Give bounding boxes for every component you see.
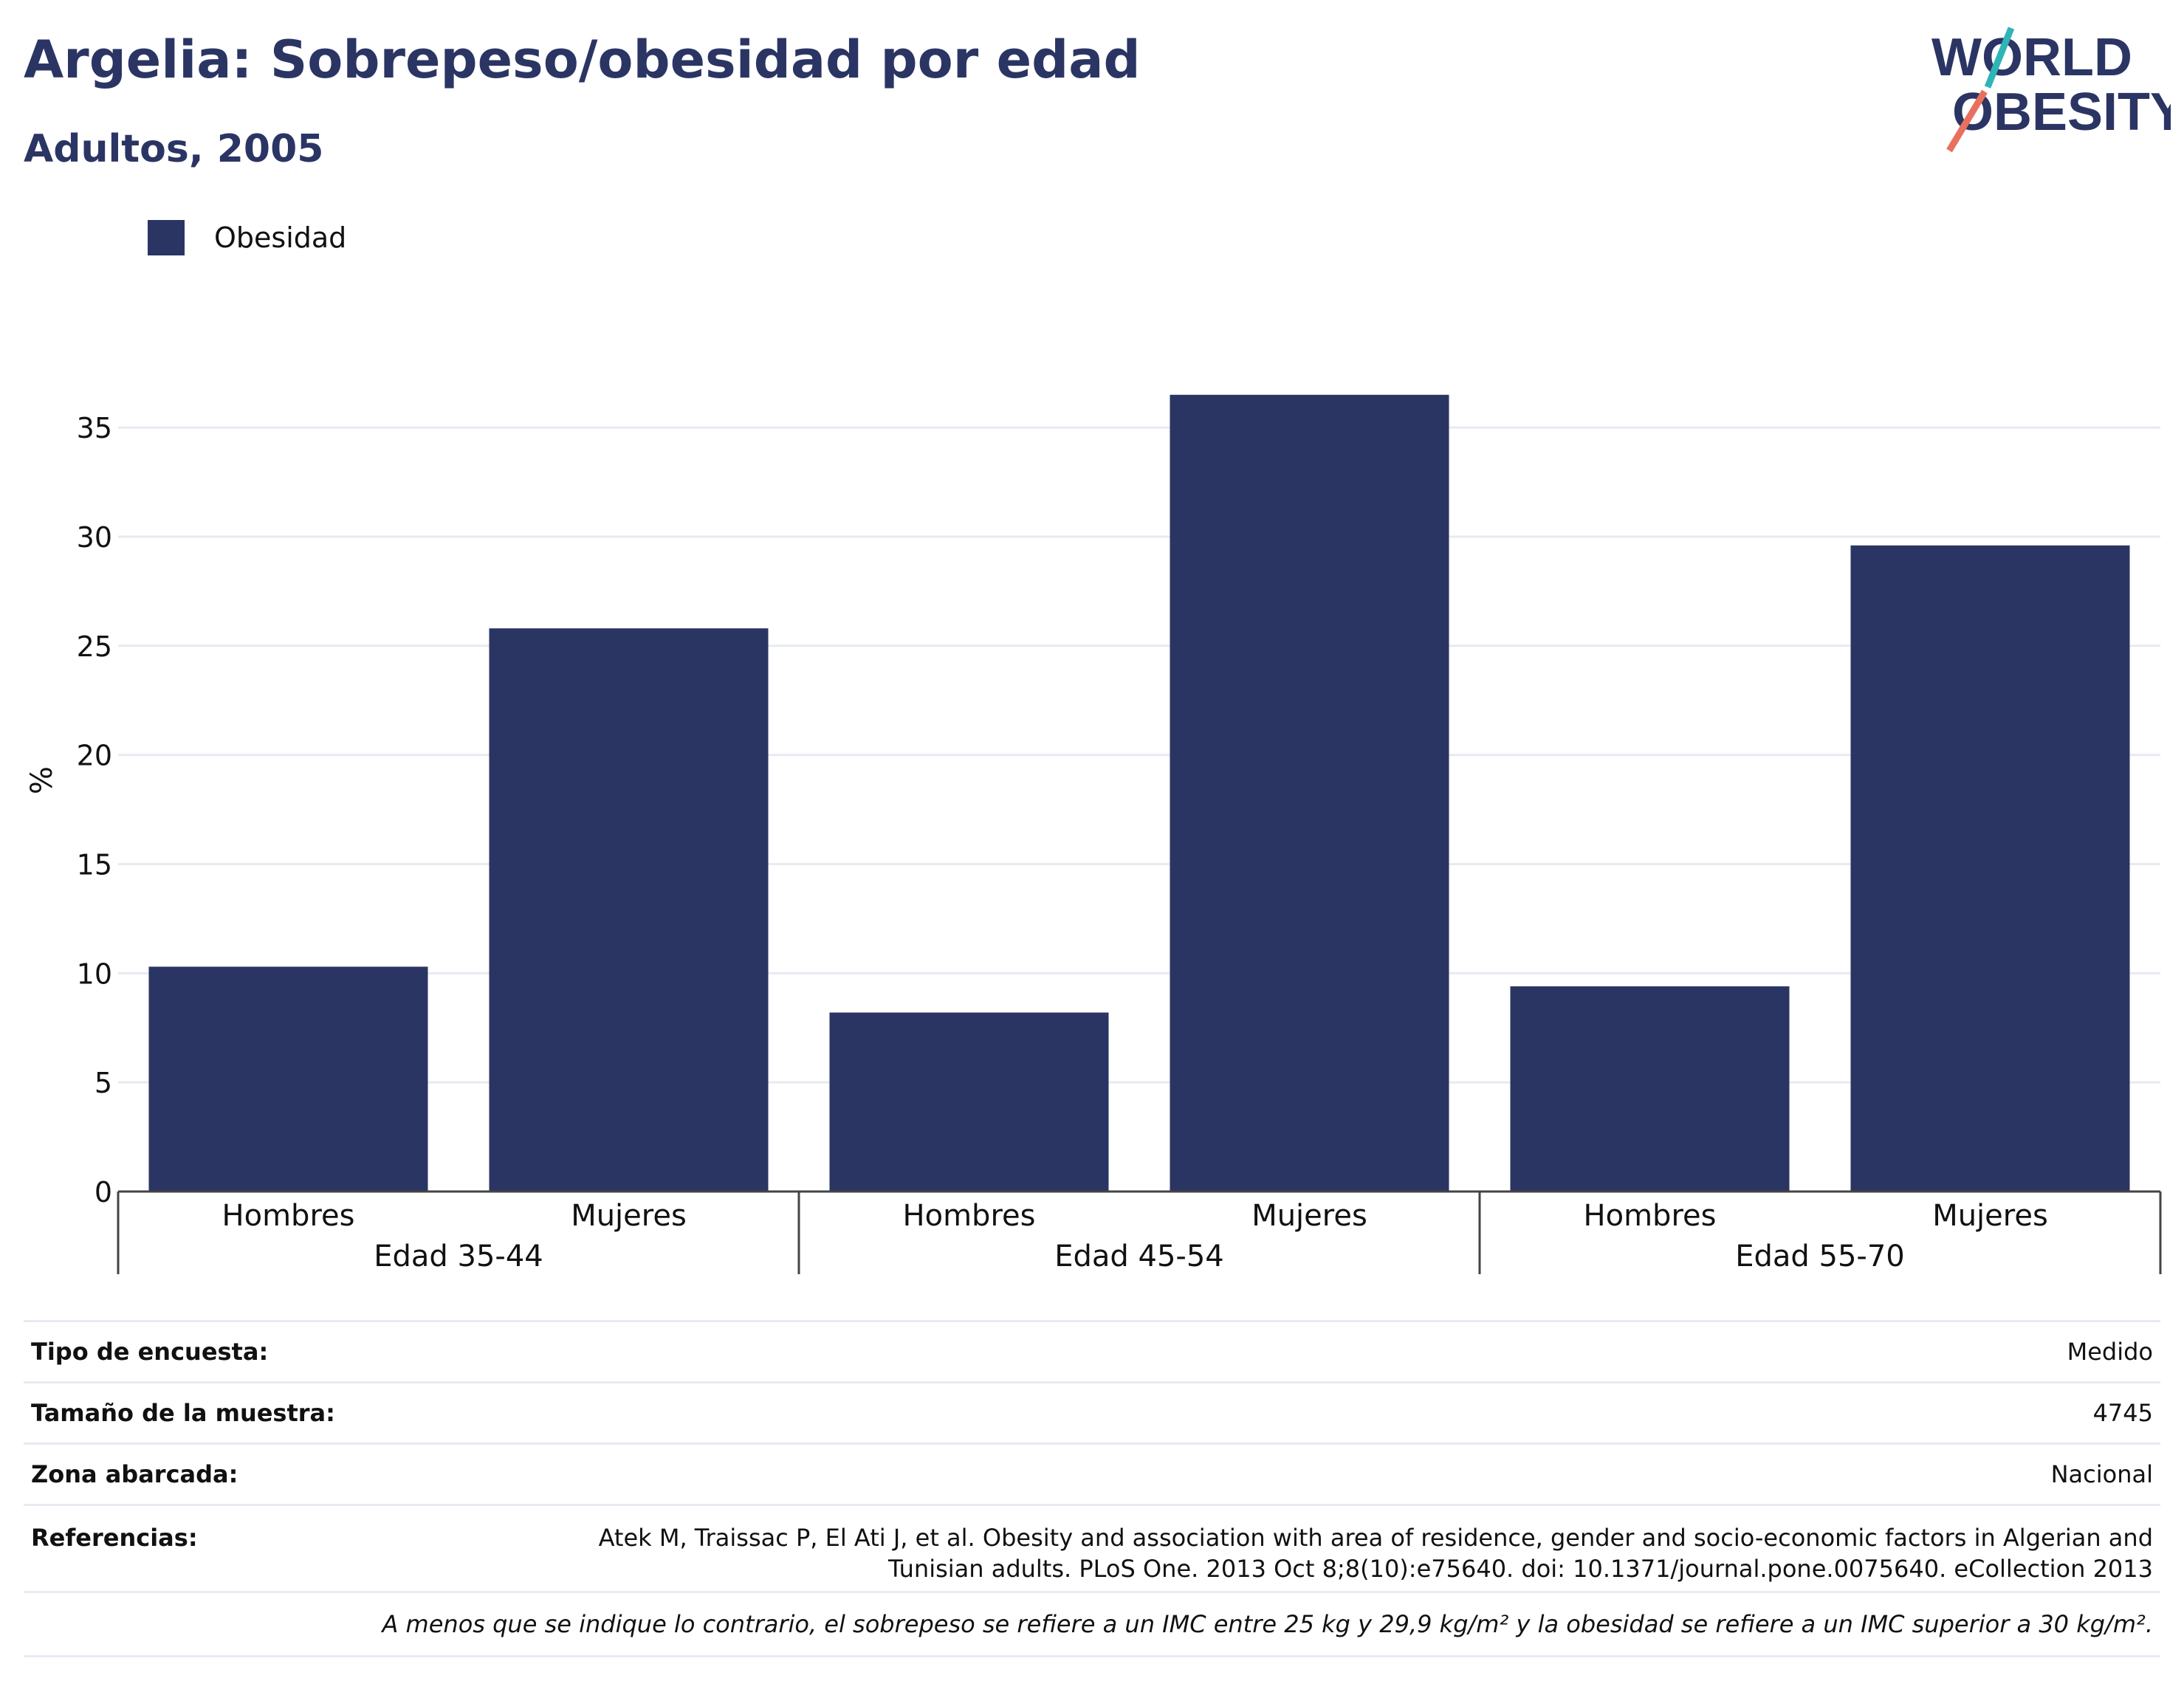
logo-line1: WORLD (1931, 28, 2132, 87)
bars (148, 394, 2130, 1192)
bar-3 (1170, 394, 1449, 1192)
info-row-references: Referencias: Atek M, Traissac P, El Ati … (24, 1504, 2160, 1591)
world-obesity-logo: WORLD OBESITY (1931, 27, 2171, 153)
chart-subtitle: Adultos, 2005 (24, 127, 324, 171)
y-tick-label-5: 5 (95, 1067, 112, 1099)
survey-type-value: Medido (2067, 1338, 2153, 1366)
grid-lines (118, 426, 2160, 1084)
logo-line2: OBESITY (1952, 83, 2171, 142)
chart-title: Argelia: Sobrepeso/obesidad por edad (24, 30, 1141, 90)
legend-swatch-obesidad (148, 220, 185, 255)
sample-size-label: Tamaño de la muestra: (31, 1399, 335, 1427)
x-tick-label-5: Mujeres (1932, 1199, 2048, 1233)
x-tick-label-0: Hombres (222, 1199, 355, 1233)
group-label-1: Edad 45-54 (1054, 1240, 1224, 1273)
definition-note-text: A menos que se indique lo contrario, el … (382, 1610, 2153, 1638)
info-row-survey-type: Tipo de encuesta: Medido (24, 1320, 2160, 1381)
logo-slash-coral (1946, 89, 1988, 153)
x-tick-label-4: Hombres (1584, 1199, 1717, 1233)
y-tick-label-30: 30 (77, 521, 112, 554)
bar-chart: 0 5 10 15 20 25 30 35 Hombres Mujeres Hombres Mujer… (25, 394, 2162, 1274)
x-tick-label-2: Hombres (903, 1199, 1036, 1233)
coverage-value: Nacional (2050, 1460, 2153, 1488)
y-tick-label-15: 15 (77, 848, 112, 881)
sample-size-value: 4745 (2092, 1399, 2153, 1427)
y-axis-label: % (25, 766, 59, 794)
group-label-0: Edad 35-44 (374, 1240, 543, 1273)
bar-2 (829, 1012, 1109, 1192)
axes: 0 5 10 15 20 25 30 35 Hombres Mujeres Hombres Mujer… (77, 412, 2162, 1274)
info-table: Tipo de encuesta: Medido Tamaño de la mu… (24, 1320, 2160, 1657)
x-tick-label-3: Mujeres (1251, 1199, 1367, 1233)
info-row-sample-size: Tamaño de la muestra: 4745 (24, 1381, 2160, 1443)
info-row-coverage: Zona abarcada: Nacional (24, 1443, 2160, 1504)
bar-1 (489, 628, 769, 1192)
group-label-2: Edad 55-70 (1735, 1240, 1905, 1273)
x-tick-label-1: Mujeres (571, 1199, 687, 1233)
bar-5 (1850, 545, 2130, 1192)
survey-type-label: Tipo de encuesta: (31, 1338, 269, 1366)
legend: Obesidad (148, 220, 346, 255)
bar-0 (148, 966, 428, 1192)
y-tick-label-25: 25 (77, 630, 112, 663)
references-value: Atek M, Traissac P, El Ati J, et al. Obe… (598, 1524, 2153, 1583)
y-tick-label-10: 10 (77, 957, 112, 990)
references-label: Referencias: (31, 1524, 198, 1552)
bar-4 (1510, 986, 1790, 1192)
coverage-label: Zona abarcada: (31, 1460, 238, 1488)
y-tick-label-0: 0 (95, 1176, 112, 1208)
logo-slash-teal (1984, 27, 2015, 89)
definition-note: A menos que se indique lo contrario, el … (24, 1591, 2160, 1657)
y-tick-label-20: 20 (77, 740, 112, 772)
legend-label-obesidad: Obesidad (214, 221, 347, 254)
y-tick-label-35: 35 (77, 412, 112, 444)
